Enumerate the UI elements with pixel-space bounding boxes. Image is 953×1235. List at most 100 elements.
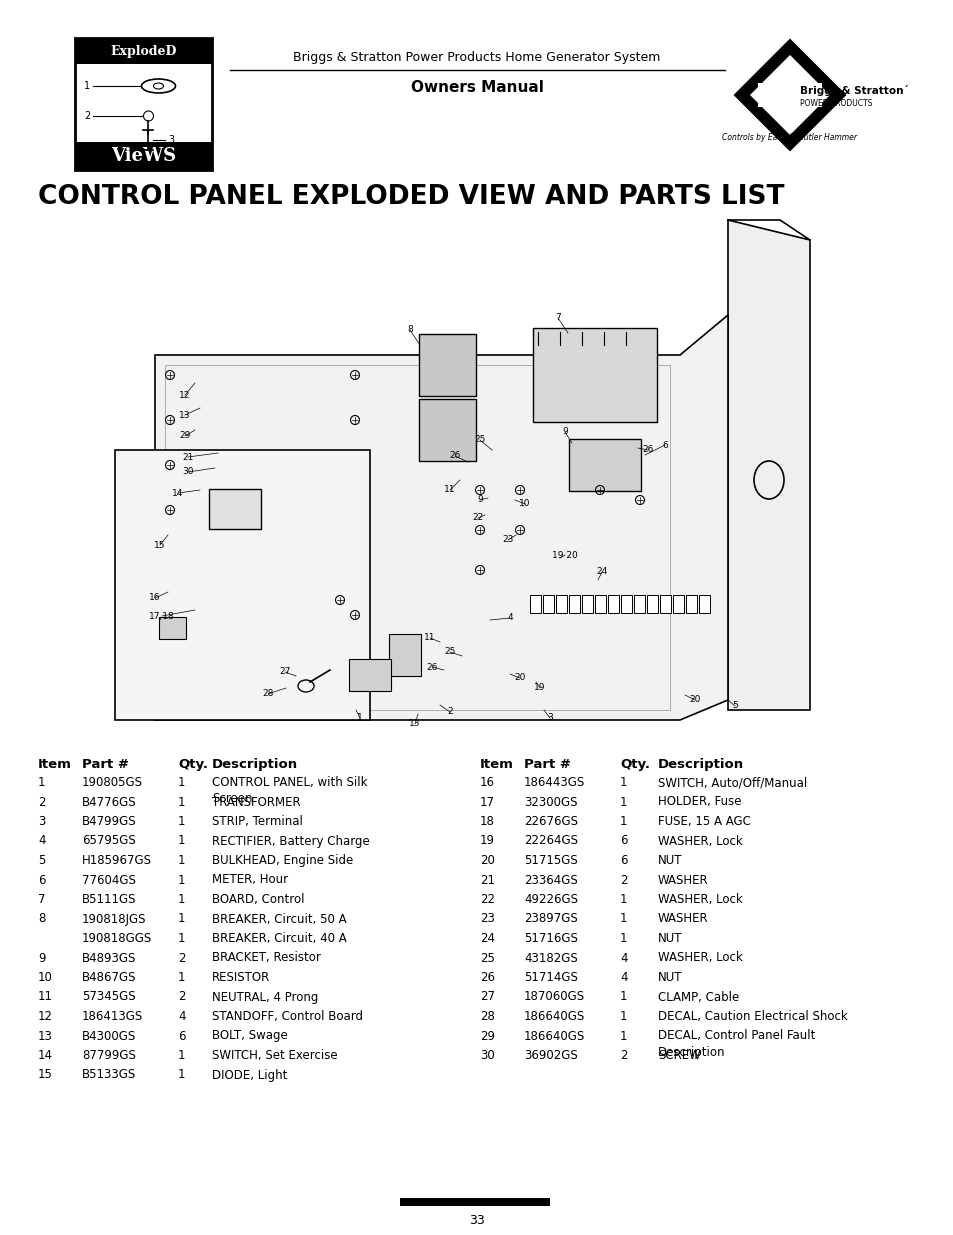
Text: 28: 28 bbox=[479, 1010, 495, 1023]
Text: 6: 6 bbox=[661, 441, 667, 450]
Text: 30: 30 bbox=[479, 1049, 495, 1062]
FancyBboxPatch shape bbox=[159, 618, 186, 638]
Text: SCREW: SCREW bbox=[658, 1049, 700, 1062]
Text: 4: 4 bbox=[619, 971, 627, 984]
FancyBboxPatch shape bbox=[594, 595, 606, 614]
FancyBboxPatch shape bbox=[399, 1198, 550, 1207]
Text: B5111GS: B5111GS bbox=[82, 893, 136, 906]
Text: 6: 6 bbox=[619, 853, 627, 867]
Text: 5: 5 bbox=[731, 701, 737, 710]
Text: DECAL, Control Panel Fault: DECAL, Control Panel Fault bbox=[658, 1030, 815, 1042]
Text: 36902GS: 36902GS bbox=[523, 1049, 578, 1062]
Text: 57345GS: 57345GS bbox=[82, 990, 135, 1004]
Text: BOLT, Swage: BOLT, Swage bbox=[212, 1030, 288, 1042]
Text: 1: 1 bbox=[178, 815, 185, 827]
Text: 8: 8 bbox=[407, 326, 413, 335]
Text: CONTROL PANEL, with Silk: CONTROL PANEL, with Silk bbox=[212, 776, 367, 789]
Text: 17: 17 bbox=[479, 795, 495, 809]
Text: STRIP, Terminal: STRIP, Terminal bbox=[212, 815, 302, 827]
Text: 1: 1 bbox=[178, 795, 185, 809]
Text: 20: 20 bbox=[514, 673, 525, 683]
Polygon shape bbox=[734, 40, 844, 149]
Text: 2: 2 bbox=[38, 795, 46, 809]
Text: RESISTOR: RESISTOR bbox=[212, 971, 270, 984]
Polygon shape bbox=[154, 315, 727, 720]
Text: 26: 26 bbox=[426, 662, 437, 672]
Text: NEUTRAL, 4 Prong: NEUTRAL, 4 Prong bbox=[212, 990, 318, 1004]
FancyBboxPatch shape bbox=[581, 595, 593, 614]
Text: METER, Hour: METER, Hour bbox=[212, 873, 288, 887]
Text: 2: 2 bbox=[447, 708, 453, 716]
Text: 43182GS: 43182GS bbox=[523, 951, 578, 965]
Text: 4: 4 bbox=[38, 835, 46, 847]
Text: 23364GS: 23364GS bbox=[523, 873, 578, 887]
Text: 1: 1 bbox=[178, 873, 185, 887]
Text: 22676GS: 22676GS bbox=[523, 815, 578, 827]
Text: VieWS: VieWS bbox=[111, 147, 176, 165]
Text: 1: 1 bbox=[38, 776, 46, 789]
Text: DIODE, Light: DIODE, Light bbox=[212, 1068, 287, 1082]
Text: 27: 27 bbox=[479, 990, 495, 1004]
Text: 49226GS: 49226GS bbox=[523, 893, 578, 906]
Text: NUT: NUT bbox=[658, 853, 681, 867]
Text: 7: 7 bbox=[555, 314, 560, 322]
FancyBboxPatch shape bbox=[75, 38, 212, 64]
Text: 21: 21 bbox=[479, 873, 495, 887]
Text: 1: 1 bbox=[619, 1030, 627, 1042]
Text: 1: 1 bbox=[178, 971, 185, 984]
FancyBboxPatch shape bbox=[646, 595, 658, 614]
Text: 2: 2 bbox=[178, 990, 185, 1004]
Text: 30: 30 bbox=[182, 468, 193, 477]
Text: 186443GS: 186443GS bbox=[523, 776, 584, 789]
Text: Screen: Screen bbox=[212, 793, 253, 805]
Text: 33: 33 bbox=[469, 1214, 484, 1226]
Text: 25: 25 bbox=[479, 951, 495, 965]
Text: 3: 3 bbox=[547, 714, 553, 722]
Text: 11: 11 bbox=[38, 990, 53, 1004]
FancyBboxPatch shape bbox=[418, 399, 476, 461]
Text: 190805GS: 190805GS bbox=[82, 776, 143, 789]
FancyBboxPatch shape bbox=[568, 595, 579, 614]
Text: 24: 24 bbox=[596, 568, 607, 577]
FancyBboxPatch shape bbox=[672, 595, 683, 614]
FancyBboxPatch shape bbox=[529, 595, 540, 614]
Text: Qty.: Qty. bbox=[619, 758, 649, 771]
Text: 1: 1 bbox=[178, 835, 185, 847]
Text: 13: 13 bbox=[38, 1030, 52, 1042]
Text: NUT: NUT bbox=[658, 971, 681, 984]
FancyBboxPatch shape bbox=[659, 595, 671, 614]
Text: 17,18: 17,18 bbox=[149, 611, 174, 620]
Text: 190818GGS: 190818GGS bbox=[82, 932, 152, 945]
Text: 187060GS: 187060GS bbox=[523, 990, 584, 1004]
Polygon shape bbox=[749, 56, 829, 95]
Text: 15: 15 bbox=[38, 1068, 52, 1082]
Text: 20: 20 bbox=[689, 695, 700, 704]
Text: B4799GS: B4799GS bbox=[82, 815, 136, 827]
Text: Owners Manual: Owners Manual bbox=[410, 79, 543, 95]
Text: 2: 2 bbox=[619, 873, 627, 887]
Text: 9: 9 bbox=[476, 495, 482, 505]
Text: 1: 1 bbox=[178, 853, 185, 867]
Text: 18: 18 bbox=[479, 815, 495, 827]
Text: 10: 10 bbox=[518, 499, 530, 509]
Text: 16: 16 bbox=[479, 776, 495, 789]
Text: Part #: Part # bbox=[523, 758, 570, 771]
Text: WASHER, Lock: WASHER, Lock bbox=[658, 893, 742, 906]
Text: DECAL, Caution Electrical Shock: DECAL, Caution Electrical Shock bbox=[658, 1010, 847, 1023]
Text: 29: 29 bbox=[179, 431, 191, 441]
Text: 7: 7 bbox=[38, 893, 46, 906]
Polygon shape bbox=[727, 220, 809, 710]
FancyBboxPatch shape bbox=[542, 595, 554, 614]
Text: Item: Item bbox=[38, 758, 71, 771]
Text: 10: 10 bbox=[38, 971, 52, 984]
Text: 186413GS: 186413GS bbox=[82, 1010, 143, 1023]
Text: HOLDER, Fuse: HOLDER, Fuse bbox=[658, 795, 740, 809]
Text: 1: 1 bbox=[619, 990, 627, 1004]
Text: 1: 1 bbox=[178, 893, 185, 906]
Text: Briggs & Stratton´: Briggs & Stratton´ bbox=[800, 85, 908, 96]
Text: 11: 11 bbox=[424, 634, 436, 642]
Text: 23: 23 bbox=[479, 913, 495, 925]
Text: Controls by Eaton's Cutler Hammer: Controls by Eaton's Cutler Hammer bbox=[721, 132, 857, 142]
Text: 4: 4 bbox=[507, 614, 513, 622]
Text: 28: 28 bbox=[262, 689, 274, 699]
